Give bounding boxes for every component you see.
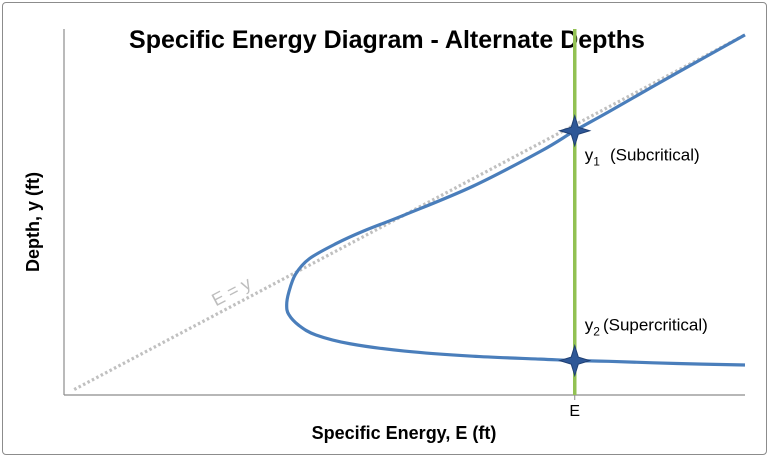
x-axis-label: Specific Energy, E (ft) xyxy=(312,423,497,443)
point-marker-y1 xyxy=(560,116,590,146)
point-marker-y2 xyxy=(560,346,590,376)
y-axis-label: Depth, y (ft) xyxy=(23,172,43,272)
point-label-y1: y1 (Subcritical) xyxy=(585,146,700,169)
series-layer xyxy=(74,29,745,395)
label-layer: E = y Ey1 (Subcritical) y2 (Supercritical) xyxy=(208,146,707,420)
x-tick-label-0: E xyxy=(569,403,580,420)
specific-energy-chart: Specific Energy Diagram - Alternate Dept… xyxy=(3,3,768,456)
reference-line-label: E = y xyxy=(208,273,254,310)
chart-title: Specific Energy Diagram - Alternate Dept… xyxy=(129,26,645,54)
chart-frame: Specific Energy Diagram - Alternate Dept… xyxy=(2,2,767,455)
point-label-y2: y2 (Supercritical) xyxy=(585,316,708,339)
